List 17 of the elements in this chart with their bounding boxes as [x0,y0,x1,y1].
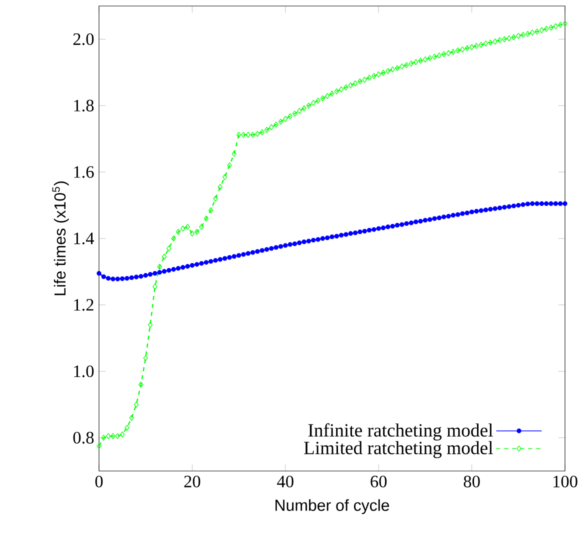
legend-label: Infinite ratcheting model [308,423,493,440]
y-tick-label: 2.0 [73,33,94,46]
y-tick-label: 1.6 [74,166,94,178]
x-tick-label: 0 [95,476,103,488]
y-tick-label: 1.0 [74,365,94,378]
y-tick-label: 1.2 [74,299,94,311]
x-tick-label: 60 [370,476,387,488]
x-tick-label: 40 [277,476,294,488]
x-tick-label: 100 [554,476,578,488]
y-tick-label: 1.4 [74,232,94,244]
y-tick-label: 0.8 [73,432,94,444]
x-axis-title: Number of cycle [276,499,390,514]
legend-label: Limited ratcheting model [304,441,493,458]
y-tick-label: 1.8 [74,100,94,112]
y-axis-title: Life times (x10$^{5}$) [52,182,69,296]
x-tick-label: 80 [464,476,480,488]
x-tick-label: 20 [184,476,200,488]
